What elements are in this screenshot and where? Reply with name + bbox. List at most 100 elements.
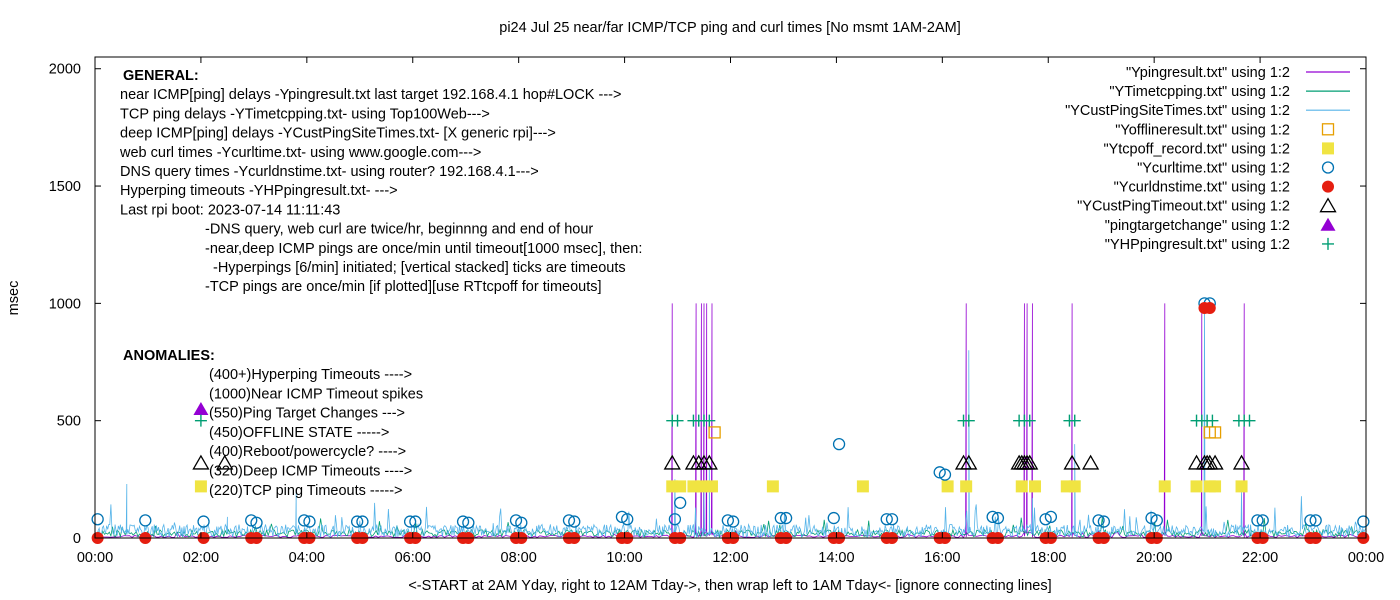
- data-point: [1021, 454, 1039, 470]
- data-point: [1243, 414, 1256, 427]
- x-tick-label: 04:00: [289, 550, 325, 566]
- data-point: [194, 480, 207, 493]
- data-point: [1081, 454, 1100, 470]
- data-point: [1068, 414, 1081, 427]
- series-9: [194, 414, 1256, 427]
- y-tick-label: 500: [57, 414, 81, 430]
- series-6: [91, 302, 1370, 544]
- series-5: [91, 297, 1370, 529]
- anomaly-line: (320)Deep ICMP Timeouts ---->: [209, 464, 412, 480]
- y-axis: 0 500 1000 1500 2000: [49, 62, 1366, 547]
- legend-label: "Yofflineresult.txt" using 1:2: [1115, 122, 1290, 138]
- data-point: [509, 514, 523, 527]
- legend-label: "YCustPingSiteTimes.txt" using 1:2: [1065, 103, 1290, 119]
- legend-label: "YHPpingresult.txt" using 1:2: [1105, 237, 1290, 253]
- x-tick-label: 12:00: [712, 550, 748, 566]
- legend-label: "Ytcpoff_record.txt" using 1:2: [1103, 141, 1290, 157]
- data-point: [960, 480, 973, 493]
- data-point: [1145, 511, 1158, 525]
- data-point: [1150, 514, 1163, 527]
- data-point: [1015, 480, 1028, 493]
- y-axis-label: msec: [6, 281, 22, 316]
- data-point: [562, 514, 576, 527]
- data-point: [197, 515, 210, 528]
- data-point: [462, 516, 475, 529]
- note-line: -TCP pings are once/min [if plotted][use…: [205, 279, 602, 295]
- note-line: GENERAL:: [123, 68, 199, 84]
- data-point: [941, 480, 954, 493]
- note-line: -DNS query, web curl are twice/hr, begin…: [205, 222, 593, 238]
- legend-entry: "YTimetcpping.txt" using 1:2: [1109, 84, 1350, 100]
- x-axis-label: <-START at 2AM Yday, right to 12AM Tday-…: [408, 578, 1051, 594]
- anomalies-title: ANOMALIES:: [123, 348, 215, 364]
- legend-swatch: [1322, 142, 1334, 155]
- data-point: [245, 514, 258, 527]
- data-point: [216, 454, 234, 470]
- legend-swatch: [1322, 237, 1334, 250]
- x-tick-label: 00:00: [77, 550, 113, 566]
- data-point: [663, 454, 681, 470]
- note-line: web curl times -Ycurltime.txt- using www…: [119, 145, 481, 161]
- data-point: [700, 454, 718, 470]
- y-tick-label: 2000: [49, 62, 81, 78]
- anomaly-line: (220)TCP ping Timeouts ----->: [209, 483, 403, 499]
- data-point: [827, 511, 840, 525]
- data-point: [832, 437, 846, 451]
- data-point: [708, 426, 721, 439]
- x-tick-label: 18:00: [1030, 550, 1066, 566]
- series-3: [708, 426, 1222, 439]
- x-tick-label: 00:00: [1348, 550, 1384, 566]
- anomaly-line: (400)Reboot/powercycle? ---->: [209, 444, 406, 460]
- data-point: [726, 515, 740, 528]
- legend-entry: "Yofflineresult.txt" using 1:2: [1115, 122, 1335, 138]
- data-point: [933, 466, 946, 479]
- legend-swatch: [1320, 217, 1336, 231]
- note-line: Last rpi boot: 2023-07-14 11:11:43: [120, 202, 340, 218]
- data-point: [1203, 302, 1216, 315]
- data-point: [1357, 515, 1370, 528]
- data-point: [684, 454, 703, 470]
- x-tick-label: 16:00: [924, 550, 960, 566]
- data-point: [1068, 480, 1081, 493]
- legend-entry: "Ytcpoff_record.txt" using 1:2: [1103, 141, 1334, 157]
- data-point: [705, 480, 718, 493]
- data-point: [1063, 454, 1081, 470]
- legend-swatch: [1321, 123, 1335, 136]
- legend-swatch: [1322, 180, 1334, 193]
- data-point: [1206, 414, 1219, 427]
- legend-entry: "YCustPingSiteTimes.txt" using 1:2: [1065, 103, 1350, 119]
- data-point: [192, 454, 210, 470]
- data-point: [1039, 513, 1052, 526]
- legend-label: "Ycurldnstime.txt" using 1:2: [1114, 180, 1290, 196]
- data-point: [194, 414, 207, 427]
- data-point: [1097, 515, 1111, 528]
- notes-anomalies: ANOMALIES: (400+)Hyperping Timeouts ---->…: [123, 348, 423, 499]
- data-point: [1023, 414, 1036, 427]
- data-point: [962, 414, 975, 427]
- series-4: [194, 480, 1248, 493]
- legend-entry: "Ypingresult.txt" using 1:2: [1126, 65, 1350, 81]
- x-axis: 00:00 02:00 04:00 06:00 08:00 10:00 12:00 14:00…: [77, 57, 1384, 566]
- note-line: -near,deep ICMP pings are once/min until…: [205, 241, 642, 257]
- data-point: [938, 468, 952, 481]
- note-line: Hyperping timeouts -YHPpingresult.txt- -…: [120, 183, 398, 199]
- legend-entry: "YCustPingTimeout.txt" using 1:2: [1077, 197, 1337, 215]
- data-point: [721, 514, 735, 527]
- data-point: [456, 515, 470, 528]
- data-point: [779, 511, 793, 525]
- note-line: near ICMP[ping] delays -Ypingresult.txt …: [120, 87, 621, 103]
- data-point: [668, 513, 682, 526]
- anomaly-line: (450)OFFLINE STATE ----->: [209, 425, 389, 441]
- data-point: [671, 414, 684, 427]
- chart-title: pi24 Jul 25 near/far ICMP/TCP ping and c…: [499, 20, 960, 36]
- data-point: [1251, 514, 1264, 527]
- data-point: [568, 515, 581, 528]
- data-point: [139, 514, 152, 527]
- data-point: [356, 515, 369, 528]
- anomaly-line: (550)Ping Target Changes --->: [209, 406, 405, 422]
- note-line: TCP ping delays -YTimetcpping.txt- using…: [120, 106, 490, 122]
- data-point: [1309, 514, 1322, 527]
- y-tick-label: 0: [73, 531, 81, 547]
- series-7: [192, 454, 1251, 470]
